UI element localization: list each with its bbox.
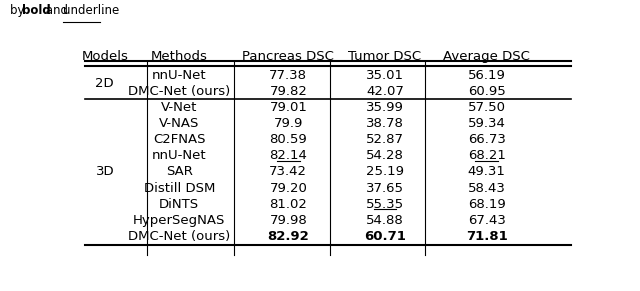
- Text: 81.02: 81.02: [269, 198, 307, 211]
- Text: 25.19: 25.19: [366, 166, 404, 178]
- Text: V-Net: V-Net: [161, 101, 197, 114]
- Text: 79.9: 79.9: [274, 117, 303, 130]
- Text: 52.87: 52.87: [366, 133, 404, 146]
- Text: 38.78: 38.78: [366, 117, 404, 130]
- Text: underline: underline: [63, 4, 120, 17]
- Text: by: by: [10, 4, 28, 17]
- Text: 58.43: 58.43: [468, 182, 506, 195]
- Text: 54.88: 54.88: [366, 214, 404, 227]
- Text: Pancreas DSC: Pancreas DSC: [243, 50, 334, 63]
- Text: 71.81: 71.81: [466, 230, 508, 243]
- Text: V-NAS: V-NAS: [159, 117, 200, 130]
- Text: 56.19: 56.19: [468, 69, 506, 82]
- Text: DMC-Net (ours): DMC-Net (ours): [128, 230, 230, 243]
- Text: 35.01: 35.01: [366, 69, 404, 82]
- Text: 68.21: 68.21: [468, 149, 506, 162]
- Text: 60.71: 60.71: [364, 230, 406, 243]
- Text: 82.92: 82.92: [268, 230, 309, 243]
- Text: 3D: 3D: [95, 166, 114, 178]
- Text: 79.20: 79.20: [269, 182, 307, 195]
- Text: 2D: 2D: [95, 77, 114, 90]
- Text: C2FNAS: C2FNAS: [153, 133, 205, 146]
- Text: Methods: Methods: [151, 50, 207, 63]
- Text: nnU-Net: nnU-Net: [152, 149, 207, 162]
- Text: 68.19: 68.19: [468, 198, 506, 211]
- Text: 66.73: 66.73: [468, 133, 506, 146]
- Text: DMC-Net (ours): DMC-Net (ours): [128, 85, 230, 98]
- Text: 73.42: 73.42: [269, 166, 307, 178]
- Text: 57.50: 57.50: [468, 101, 506, 114]
- Text: 54.28: 54.28: [366, 149, 404, 162]
- Text: DiNTS: DiNTS: [159, 198, 199, 211]
- Text: 80.59: 80.59: [269, 133, 307, 146]
- Text: and: and: [42, 4, 71, 17]
- Text: 37.65: 37.65: [366, 182, 404, 195]
- Text: bold: bold: [22, 4, 51, 17]
- Text: 82.14: 82.14: [269, 149, 307, 162]
- Text: Average DSC: Average DSC: [444, 50, 530, 63]
- Text: 67.43: 67.43: [468, 214, 506, 227]
- Text: Models: Models: [81, 50, 128, 63]
- Text: 60.95: 60.95: [468, 85, 506, 98]
- Text: 79.82: 79.82: [269, 85, 307, 98]
- Text: 59.34: 59.34: [468, 117, 506, 130]
- Text: Distill DSM: Distill DSM: [143, 182, 215, 195]
- Text: SAR: SAR: [166, 166, 193, 178]
- Text: 79.98: 79.98: [269, 214, 307, 227]
- Text: 55.35: 55.35: [366, 198, 404, 211]
- Text: Tumor DSC: Tumor DSC: [348, 50, 422, 63]
- Text: 35.99: 35.99: [366, 101, 404, 114]
- Text: .: .: [100, 4, 104, 17]
- Text: HyperSegNAS: HyperSegNAS: [133, 214, 225, 227]
- Text: 49.31: 49.31: [468, 166, 506, 178]
- Text: 79.01: 79.01: [269, 101, 307, 114]
- Text: nnU-Net: nnU-Net: [152, 69, 207, 82]
- Text: 77.38: 77.38: [269, 69, 307, 82]
- Text: 42.07: 42.07: [366, 85, 404, 98]
